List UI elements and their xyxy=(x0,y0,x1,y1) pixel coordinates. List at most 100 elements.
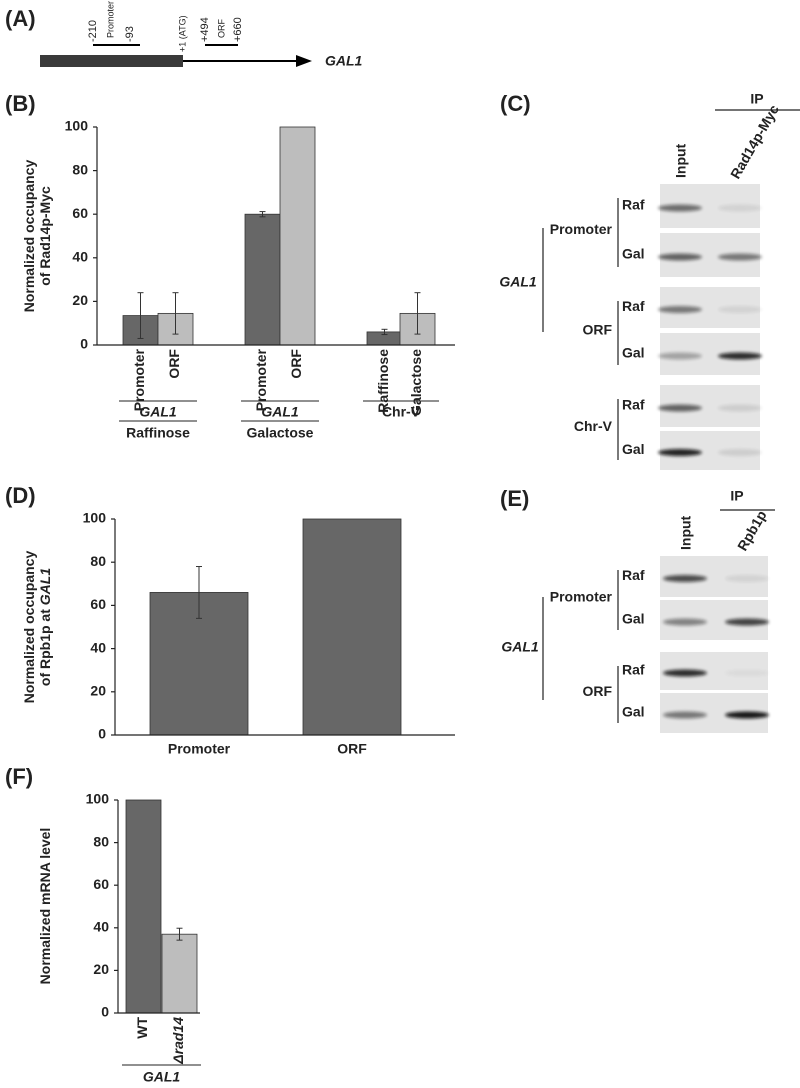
gel-band xyxy=(718,253,762,261)
y-tick-label: 0 xyxy=(101,1004,109,1020)
position-label: +1 (ATG) xyxy=(177,15,187,52)
y-tick-label: 20 xyxy=(72,292,88,308)
region-label: ORF xyxy=(582,683,612,699)
gel-band xyxy=(658,449,702,456)
gel-band xyxy=(658,204,702,212)
gel-band xyxy=(718,306,762,313)
y-tick-label: 100 xyxy=(65,118,89,134)
gene-diagram: (A) GAL1 -210 Promoter -93 +1 (ATG) +494… xyxy=(5,1,363,69)
y-tick-label: 80 xyxy=(93,833,109,849)
panel-label: (E) xyxy=(500,486,529,511)
x-tick-label: Promoter xyxy=(168,741,231,757)
region-label: Promoter xyxy=(550,589,613,605)
lane-label: Input xyxy=(673,143,689,178)
y-tick-label: 60 xyxy=(93,876,109,892)
y-tick-label: 40 xyxy=(72,249,88,265)
gel-band xyxy=(663,618,707,626)
y-tick-label: 60 xyxy=(90,596,106,612)
y-tick-label: 0 xyxy=(80,336,88,352)
y-tick-label: 20 xyxy=(90,683,106,699)
gel-band xyxy=(658,404,702,412)
condition-label: Raf xyxy=(622,397,645,413)
error-bar xyxy=(196,566,202,619)
y-axis-label-text: of Rpb1p at xyxy=(37,609,53,686)
ip-label: IP xyxy=(750,91,763,107)
gel-band xyxy=(663,669,707,677)
gene-name: GAL1 xyxy=(325,53,363,69)
y-axis-label-text: Normalized mRNA level xyxy=(37,828,53,985)
gel-band xyxy=(725,711,769,719)
y-axis-label: of Rpb1p at GAL1 xyxy=(37,568,53,686)
position-label: +660 xyxy=(232,17,244,42)
lane-label: Input xyxy=(678,515,694,550)
y-axis-label: Normalized occupancy xyxy=(21,551,37,704)
outer-label: GAL1 xyxy=(499,274,537,290)
region-label: ORF xyxy=(582,322,612,338)
ip-label: IP xyxy=(730,488,743,504)
x-tick-label: Promoter xyxy=(131,348,147,411)
y-axis-label: of Rad14p-Myc xyxy=(37,186,53,286)
gel-band xyxy=(718,204,762,212)
arrow-head xyxy=(296,55,312,67)
y-axis-label-text: Normalized occupancy xyxy=(21,160,37,313)
y-axis-label-text: of Rad14p-Myc xyxy=(37,186,53,286)
y-tick-label: 60 xyxy=(72,205,88,221)
panel-label: (F) xyxy=(5,764,33,789)
condition-label: Raf xyxy=(622,298,645,314)
gel-band xyxy=(663,711,707,719)
region-label: Promoter xyxy=(105,1,115,38)
group-sublabel: Raffinose xyxy=(126,425,190,441)
group-sublabel: Galactose xyxy=(247,425,314,441)
error-bar xyxy=(259,211,266,218)
gel-band xyxy=(658,253,702,261)
lane-label: Rad14p-Myc xyxy=(727,102,782,182)
y-tick-label: 80 xyxy=(90,553,106,569)
bar xyxy=(244,213,281,346)
lane-label: Rpb1p xyxy=(734,508,770,554)
gel-band xyxy=(663,575,707,582)
group-label: GAL1 xyxy=(143,1069,181,1085)
y-axis-label: Normalized mRNA level xyxy=(37,828,53,985)
error-bar xyxy=(176,927,183,941)
y-tick-label: 40 xyxy=(90,639,106,655)
condition-label: Gal xyxy=(622,246,645,262)
gel-band xyxy=(658,352,702,360)
bar xyxy=(302,518,402,736)
condition-label: Gal xyxy=(622,704,645,720)
bar xyxy=(279,126,316,346)
x-tick-label: ORF xyxy=(337,741,367,757)
y-tick-label: 20 xyxy=(93,961,109,977)
x-tick-label: Δrad14 xyxy=(170,1017,186,1065)
x-tick-label: Galactose xyxy=(408,349,424,416)
y-axis-label: Normalized occupancy xyxy=(21,160,37,313)
gel-band xyxy=(725,618,769,626)
region-label: Chr-V xyxy=(574,418,613,434)
x-tick-label: ORF xyxy=(288,349,304,379)
group-label: GAL1 xyxy=(139,404,177,420)
region-label: ORF xyxy=(216,19,226,39)
region-label: Promoter xyxy=(550,221,613,237)
y-axis-label-gene: GAL1 xyxy=(37,568,53,606)
condition-label: Gal xyxy=(622,345,645,361)
position-label: -210 xyxy=(87,20,99,42)
panel-label: (B) xyxy=(5,91,36,116)
gel-band xyxy=(725,669,769,677)
gel-band xyxy=(718,449,762,456)
y-tick-label: 100 xyxy=(83,510,107,526)
outer-label: GAL1 xyxy=(501,639,539,655)
error-bar xyxy=(137,292,144,339)
position-label: +494 xyxy=(199,17,211,42)
panel-label: (D) xyxy=(5,483,36,508)
condition-label: Gal xyxy=(622,441,645,457)
bar xyxy=(161,933,198,1014)
group-label: GAL1 xyxy=(261,404,299,420)
gel-band xyxy=(725,575,769,582)
x-tick-label: WT xyxy=(134,1017,150,1039)
panel-label: (A) xyxy=(5,6,36,31)
group-label: Chr-V xyxy=(382,404,421,420)
promoter-box xyxy=(40,55,183,67)
y-tick-label: 80 xyxy=(72,161,88,177)
panel-label: (C) xyxy=(500,91,531,116)
condition-label: Gal xyxy=(622,611,645,627)
gel-band xyxy=(718,352,762,360)
